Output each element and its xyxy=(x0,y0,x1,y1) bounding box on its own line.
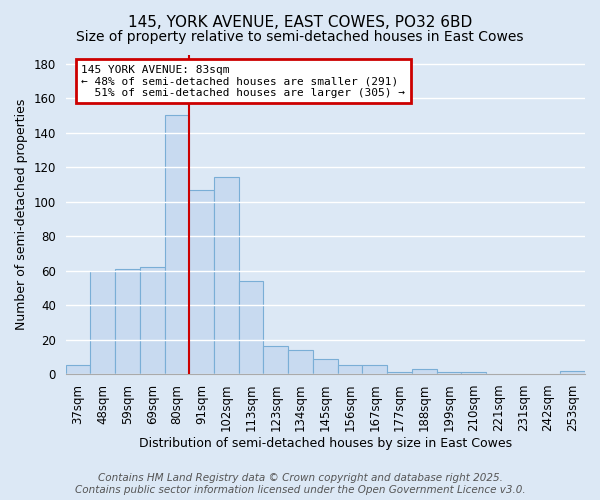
Bar xyxy=(239,281,263,374)
Text: Size of property relative to semi-detached houses in East Cowes: Size of property relative to semi-detach… xyxy=(76,30,524,44)
X-axis label: Distribution of semi-detached houses by size in East Cowes: Distribution of semi-detached houses by … xyxy=(139,437,512,450)
Bar xyxy=(190,190,214,374)
Bar xyxy=(560,370,585,374)
Bar xyxy=(338,366,362,374)
Bar xyxy=(288,350,313,374)
Bar xyxy=(437,372,461,374)
Y-axis label: Number of semi-detached properties: Number of semi-detached properties xyxy=(15,99,28,330)
Text: 145, YORK AVENUE, EAST COWES, PO32 6BD: 145, YORK AVENUE, EAST COWES, PO32 6BD xyxy=(128,15,472,30)
Bar xyxy=(214,178,239,374)
Bar xyxy=(387,372,412,374)
Bar xyxy=(362,366,387,374)
Bar xyxy=(461,372,486,374)
Bar xyxy=(65,366,91,374)
Bar xyxy=(263,346,288,374)
Bar xyxy=(412,369,437,374)
Bar xyxy=(91,270,115,374)
Bar xyxy=(115,269,140,374)
Bar xyxy=(313,358,338,374)
Text: Contains HM Land Registry data © Crown copyright and database right 2025.
Contai: Contains HM Land Registry data © Crown c… xyxy=(74,474,526,495)
Bar xyxy=(164,116,190,374)
Bar xyxy=(140,267,164,374)
Text: 145 YORK AVENUE: 83sqm
← 48% of semi-detached houses are smaller (291)
  51% of : 145 YORK AVENUE: 83sqm ← 48% of semi-det… xyxy=(81,64,405,98)
